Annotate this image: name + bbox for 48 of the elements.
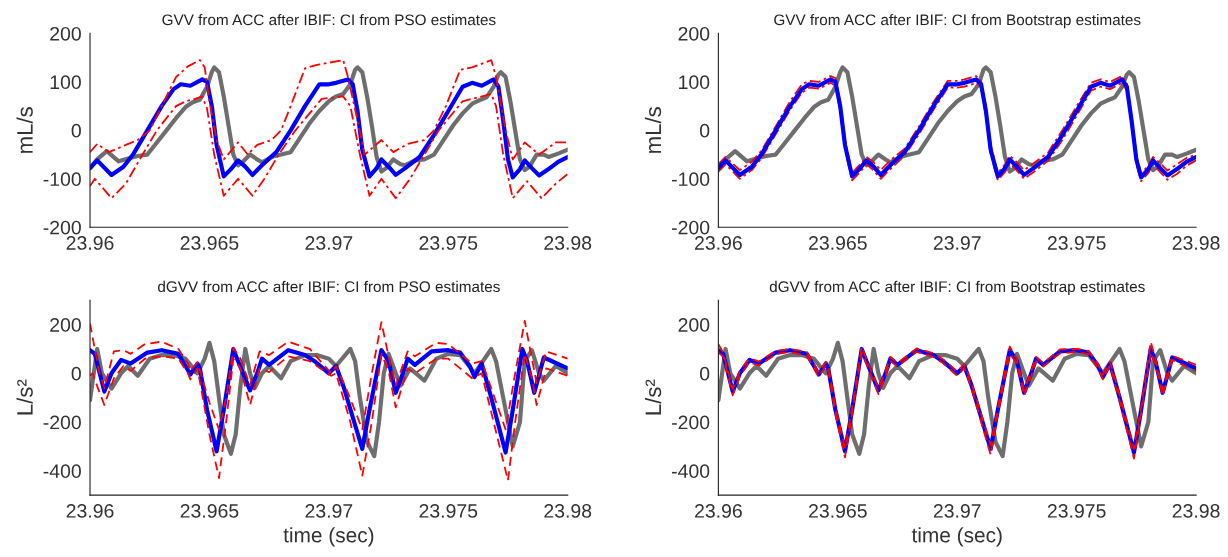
y-tick-label: -100 bbox=[43, 172, 81, 187]
y-tick-label: 0 bbox=[699, 366, 710, 381]
y-tick-label: 200 bbox=[678, 26, 710, 41]
x-tick-label: 23.98 bbox=[1172, 504, 1220, 518]
x-tick-label: 23.97 bbox=[933, 504, 981, 518]
x-tick-label: 23.97 bbox=[305, 504, 353, 518]
x-axis-title: time (sec) bbox=[911, 527, 1002, 547]
x-tick-label: 23.96 bbox=[695, 504, 742, 518]
y-tick-label: 0 bbox=[71, 123, 81, 138]
y-tick-label: -400 bbox=[43, 464, 81, 479]
x-tick-label: 23.96 bbox=[66, 504, 114, 518]
x-tick-label: 23.98 bbox=[544, 504, 592, 518]
y-tick-label: -200 bbox=[43, 415, 81, 430]
y-tick-label: -200 bbox=[43, 220, 81, 235]
x-tick-label: 23.965 bbox=[809, 504, 867, 518]
y-tick-label: 200 bbox=[678, 318, 710, 332]
x-tick-label: 23.96 bbox=[66, 236, 114, 250]
y-tick-label: 100 bbox=[679, 75, 710, 90]
x-axis-title: time (sec) bbox=[283, 527, 374, 547]
chart-title: GVV from ACC after IBIF: CI from Bootstrap estimates bbox=[774, 14, 1141, 29]
y-tick-label: -200 bbox=[672, 220, 710, 235]
x-tick-label: 23.97 bbox=[933, 236, 981, 250]
x-tick-label: 23.965 bbox=[809, 236, 867, 250]
x-tick-label: 23.965 bbox=[180, 236, 239, 250]
y-tick-label: 100 bbox=[50, 75, 81, 90]
x-tick-label: 23.975 bbox=[1047, 504, 1106, 518]
chart-title: dGVV from ACC after IBIF: CI from PSO estimates bbox=[158, 280, 500, 293]
y-axis-title: L/s² bbox=[16, 379, 33, 415]
x-tick-label: 23.98 bbox=[1172, 236, 1220, 250]
y-tick-label: -400 bbox=[672, 464, 710, 479]
x-tick-label: 23.98 bbox=[544, 236, 592, 250]
y-tick-label: 200 bbox=[50, 318, 81, 332]
chart-title: GVV from ACC after IBIF: CI from PSO estimates bbox=[162, 14, 496, 26]
x-tick-label: 23.975 bbox=[1047, 236, 1106, 250]
y-axis-title: L/s² bbox=[644, 379, 662, 415]
y-tick-label: 0 bbox=[699, 123, 710, 138]
y-axis-title: mL/s bbox=[644, 107, 662, 153]
y-tick-label: 200 bbox=[50, 26, 81, 41]
y-tick-label: -100 bbox=[672, 172, 710, 187]
x-tick-label: 23.96 bbox=[695, 236, 742, 250]
y-tick-label: 0 bbox=[71, 366, 81, 381]
x-tick-label: 23.975 bbox=[419, 236, 478, 250]
chart-title: dGVV from ACC after IBIF: CI from Bootstrap estimates bbox=[769, 280, 1145, 296]
x-tick-label: 23.975 bbox=[419, 504, 478, 518]
x-tick-label: 23.965 bbox=[180, 504, 239, 518]
y-axis-title: mL/s bbox=[16, 107, 33, 153]
x-tick-label: 23.97 bbox=[305, 236, 353, 250]
y-tick-label: -200 bbox=[672, 415, 710, 430]
